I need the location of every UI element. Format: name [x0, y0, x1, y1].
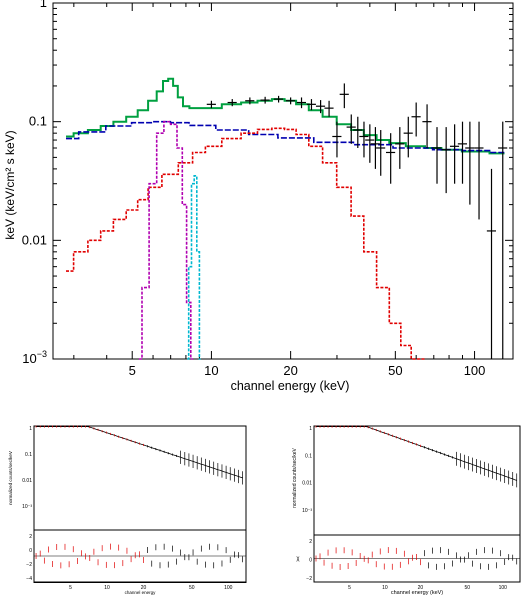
small-x-tick-label: 5: [348, 585, 351, 591]
small-resid-tick-label: −4: [26, 576, 32, 582]
small-resid-tick-label: 2: [29, 534, 32, 540]
small-x-tick-label: 5: [69, 585, 72, 591]
br-y-axis-label: normalized counts/sec/keV: [292, 447, 298, 507]
y-tick-label: 1: [40, 0, 47, 10]
data-point: [206, 100, 216, 109]
small-x-tick-label: 10: [104, 585, 110, 591]
y-tick-label: 10−3: [22, 349, 47, 366]
small-y-tick-label: 1: [29, 426, 32, 432]
main-y-tick-labels: 1 0.1 0.01 10−3: [22, 0, 47, 366]
compton-series-line: [66, 127, 426, 360]
main-series-group: [66, 77, 508, 360]
data-point: [457, 121, 467, 184]
main-spectrum-plot: 5 10 20 50 100 1 0.1 0.01 10−3 channel energy (…: [3, 0, 514, 393]
data-point: [365, 124, 375, 163]
data-point: [403, 116, 413, 158]
bl-x-axis-label: channel energy: [125, 590, 157, 595]
main-plot-frame: [52, 2, 514, 360]
model-line: [316, 426, 517, 481]
data-point: [332, 121, 342, 158]
small-x-tick-label: 20: [418, 585, 424, 591]
data-point: [449, 124, 460, 184]
data-point: [465, 121, 475, 205]
model-line: [36, 426, 243, 479]
bl-y-axis-label: normalized counts/sec/keV: [8, 451, 13, 505]
data-point: [486, 168, 496, 359]
small-x-tick-label: 100: [499, 585, 508, 591]
data-point: [285, 97, 296, 105]
data-point: [376, 130, 386, 176]
small-y-tick-label: 0.1: [305, 453, 312, 459]
x-tick-label: 100: [464, 363, 486, 378]
data-point: [260, 96, 270, 104]
total-series-line: [66, 77, 505, 155]
data-point: [498, 121, 508, 359]
data-point: [273, 95, 284, 103]
data-point: [227, 99, 237, 107]
main-y-axis-label: keV (keV/cm² s keV): [3, 130, 17, 239]
small-x-tick-label: 10: [382, 585, 388, 591]
small-resid-tick-label: 0: [309, 558, 312, 564]
data-point: [339, 83, 349, 109]
y-tick-label: 0.1: [29, 114, 47, 129]
data-point: [353, 116, 363, 148]
data-point: [296, 97, 307, 109]
main-x-axis-label: channel energy (keV): [231, 379, 350, 393]
small-y-tick-label: 10⁻³: [22, 504, 32, 510]
small-x-tick-label: 50: [189, 585, 195, 591]
small-y-tick-label: 0.01: [302, 481, 312, 487]
small-x-tick-label: 20: [141, 585, 147, 591]
x-tick-label: 10: [204, 363, 218, 378]
main-x-tick-labels: 5 10 20 50 100: [129, 363, 486, 378]
small-x-tick-label: 50: [465, 585, 471, 591]
small-x-tick-label: 100: [224, 585, 233, 591]
data-point: [346, 114, 356, 144]
data-point: [370, 127, 380, 169]
small-resid-tick-label: 0: [29, 548, 32, 554]
line1-series-line: [138, 120, 193, 360]
data-point: [324, 100, 334, 117]
data-point: [395, 127, 405, 169]
line2-series-line: [187, 175, 201, 360]
data-point: [386, 133, 396, 184]
data-point: [411, 102, 421, 137]
small-y-tick-label: 0.1: [25, 452, 32, 458]
x-tick-label: 20: [283, 363, 297, 378]
small-resid-tick-label: −2: [26, 562, 32, 568]
data-point: [432, 127, 442, 184]
data-point: [359, 121, 369, 158]
small-y-tick-label: 0.01: [22, 478, 32, 484]
data-point: [245, 97, 255, 105]
small-resid-tick-label: −2: [306, 576, 312, 582]
x-tick-label: 50: [388, 363, 402, 378]
data-point: [315, 100, 326, 114]
main-axis-ticks: [53, 2, 513, 360]
small-resid-tick-label: 2: [309, 539, 312, 545]
data-point: [441, 127, 451, 194]
bl-spectrum-frame: [33, 425, 247, 583]
br-x-axis-label: channel energy (keV): [391, 590, 443, 596]
x-tick-label: 5: [129, 363, 136, 378]
y-tick-label: 0.01: [22, 232, 47, 247]
powerlaw-series-line: [66, 120, 505, 154]
small-y-tick-label: 10⁻³: [302, 508, 312, 514]
br-residual-axis-label: χ: [296, 556, 300, 562]
data-point: [422, 104, 432, 148]
data-point: [306, 99, 316, 111]
small-y-tick-label: 1: [309, 426, 312, 432]
data-point: [474, 121, 484, 220]
